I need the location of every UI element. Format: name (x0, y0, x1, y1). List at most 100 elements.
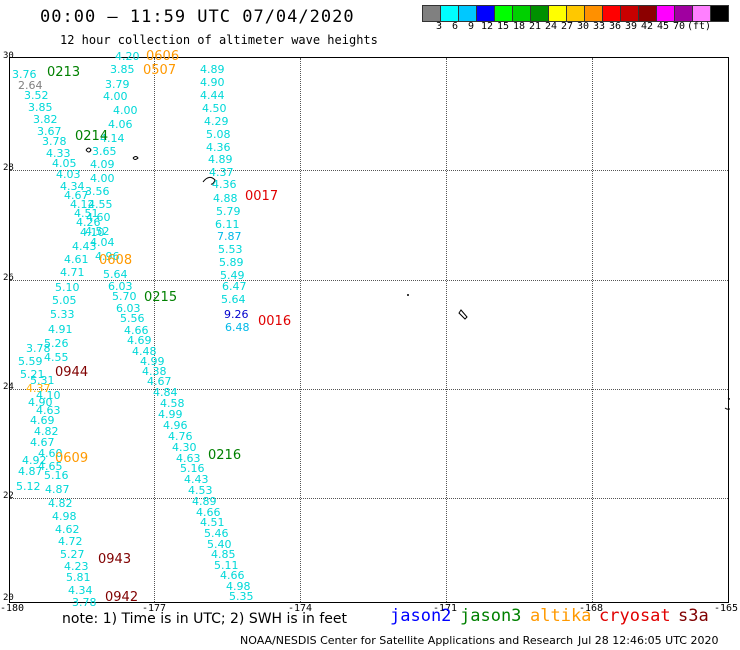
wave-height-reading: 9.26 (224, 308, 249, 321)
wave-height-reading: 5.11 (214, 559, 239, 572)
legend-label: 6 (451, 21, 459, 32)
legend-swatch (512, 5, 531, 22)
wave-height-reading: 4.63 (176, 452, 201, 465)
map-title: 00:00 — 11:59 UTC 07/04/2020 (40, 7, 355, 27)
wave-height-reading: 4.34 (60, 180, 85, 193)
wave-height-reading: 4.92 (22, 454, 47, 467)
legend-swatch (710, 5, 729, 22)
wave-height-reading: 4.87 (45, 483, 70, 496)
pass-id-label: 0606 (146, 49, 180, 64)
wave-height-reading: 4.53 (188, 484, 213, 497)
wave-height-reading: 4.00 (103, 90, 128, 103)
wave-height-reading: 3.78 (72, 596, 97, 609)
lat-label-30: 30 (3, 51, 14, 61)
wave-height-reading: 4.63 (36, 404, 61, 417)
lon-label--171: -171 (432, 603, 458, 614)
wave-height-reading: 4.51 (200, 516, 225, 529)
pass-id-label: 0609 (55, 451, 89, 466)
gridline-lat-24 (10, 389, 728, 390)
gridline-lat-28 (10, 170, 728, 171)
legend-swatch (674, 5, 693, 22)
legend-swatch (458, 5, 477, 22)
legend-label: 39 (624, 21, 638, 32)
wave-height-reading: 3.67 (37, 125, 62, 138)
legend-label: 70 (672, 21, 686, 32)
wave-height-reading: 6.03 (116, 302, 141, 315)
pass-id-label: 0017 (245, 189, 279, 204)
wave-height-reading: 4.90 (28, 396, 53, 409)
wave-height-reading: 4.05 (52, 157, 77, 170)
wave-height-reading: 3.82 (33, 113, 58, 126)
wave-height-reading: 5.49 (220, 269, 245, 282)
wave-height-reading: 3.76 (12, 68, 37, 81)
pass-id-label: 0608 (99, 253, 133, 268)
legend-swatch (638, 5, 657, 22)
wave-height-reading: 5.64 (103, 268, 128, 281)
wave-height-reading: 4.98 (52, 510, 77, 523)
wave-height-reading: 5.33 (50, 308, 75, 321)
legend-swatch (692, 5, 711, 22)
gridline-lon--168 (592, 58, 593, 602)
wave-height-reading: 5.53 (218, 243, 243, 256)
legend-swatch (584, 5, 603, 22)
gridline-lon--177 (154, 58, 155, 602)
wave-height-reading: 3.56 (85, 185, 110, 198)
wave-height-reading: 4.66 (124, 324, 149, 337)
pass-id-label: 0016 (258, 314, 292, 329)
legend-label: 9 (467, 21, 475, 32)
wave-height-reading: 5.89 (219, 256, 244, 269)
wave-height-reading: 4.36 (206, 141, 231, 154)
legend-label: (ft) (686, 21, 712, 32)
wave-height-reading: 4.26 (76, 216, 101, 229)
gridline-lon--171 (446, 58, 447, 602)
legend-label: 3 (435, 21, 443, 32)
satellite-jason3: jason3 (460, 606, 522, 626)
legend-swatch (494, 5, 513, 22)
legend-swatch (602, 5, 621, 22)
wave-height-reading: 3.79 (105, 78, 130, 91)
wave-height-reading: 4.61 (64, 253, 89, 266)
color-legend-labels: 3 6 9 12 15 18 21 24 27 30 33 36 39 42 45 70 (ft) (423, 21, 740, 35)
gridline-lat-22 (10, 498, 728, 499)
legend-label: 24 (544, 21, 558, 32)
legend-label: 33 (592, 21, 606, 32)
wave-height-reading: 4.89 (192, 495, 217, 508)
pass-id-label: 0942 (105, 590, 139, 605)
wave-height-reading: 4.82 (48, 497, 73, 510)
wave-height-reading: 5.27 (60, 548, 85, 561)
wave-height-reading: 4.43 (72, 240, 97, 253)
wave-height-reading: 5.16 (180, 462, 205, 475)
wave-height-reading: 7.87 (217, 230, 242, 243)
wave-height-reading: 2.64 (18, 79, 43, 92)
wave-height-reading: 4.60 (86, 211, 111, 224)
wave-height-reading: 5.59 (18, 355, 43, 368)
wave-height-reading: 4.36 (212, 178, 237, 191)
wave-height-reading: 4.85 (211, 548, 236, 561)
lon-label--177: -177 (141, 603, 167, 614)
pass-id-label: 0507 (143, 63, 177, 78)
legend-label: 27 (560, 21, 574, 32)
wave-height-reading: 4.12 (70, 198, 95, 211)
legend-swatch (530, 5, 549, 22)
wave-height-reading: 4.84 (153, 386, 178, 399)
wave-height-reading: 4.51 (74, 207, 99, 220)
wave-height-reading: 6.03 (108, 280, 133, 293)
legend-label: 42 (640, 21, 654, 32)
wave-height-reading: 4.09 (90, 158, 115, 171)
wave-height-reading: 4.67 (30, 436, 55, 449)
wave-height-reading: 5.26 (44, 337, 69, 350)
lon-label--180: -180 (0, 603, 25, 614)
wave-height-reading: 4.34 (68, 584, 93, 597)
wave-height-reading: 4.37 (209, 166, 234, 179)
pass-id-label: 0943 (98, 552, 132, 567)
island-outline (407, 294, 409, 296)
legend-swatch (620, 5, 639, 22)
wave-height-reading: 4.67 (147, 375, 172, 388)
wave-height-reading: 4.10 (36, 389, 61, 402)
wave-height-reading: 5.10 (55, 281, 80, 294)
wave-height-reading: 4.33 (46, 147, 71, 160)
legend-swatch (476, 5, 495, 22)
legend-label: 30 (576, 21, 590, 32)
legend-label: 21 (528, 21, 542, 32)
wave-height-reading: 4.66 (196, 506, 221, 519)
